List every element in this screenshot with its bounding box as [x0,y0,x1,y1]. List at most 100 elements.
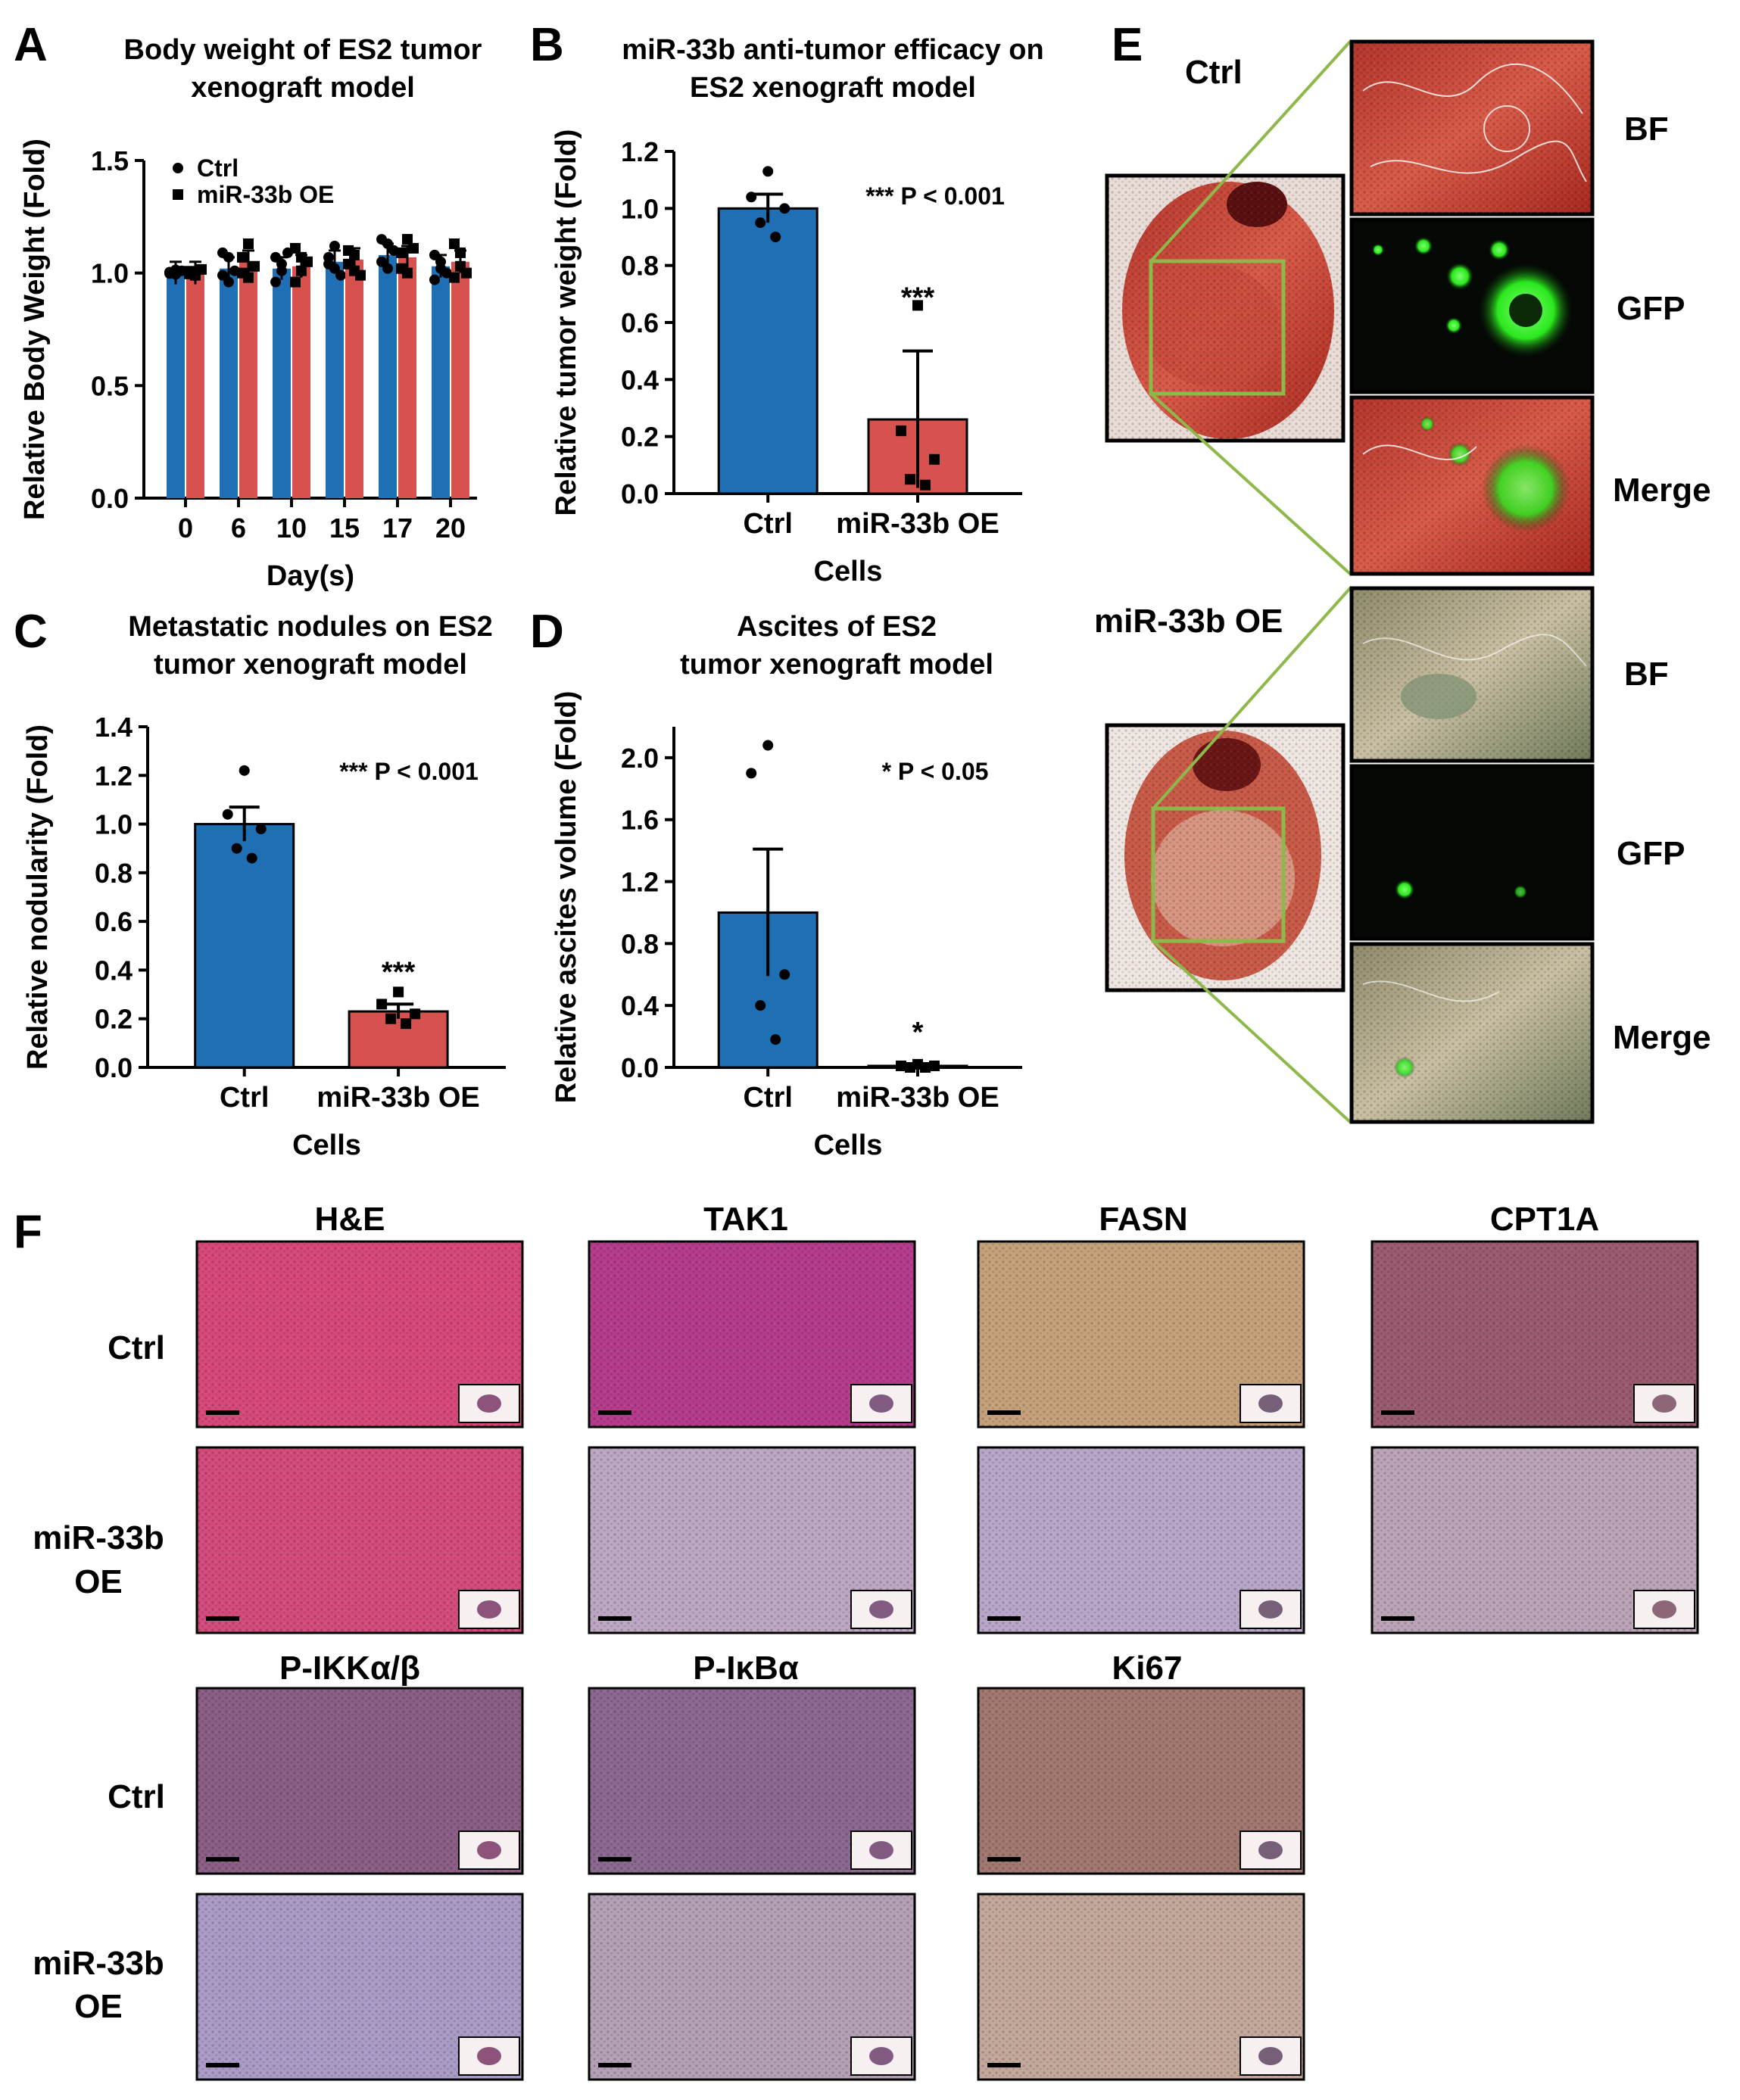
data-point [762,166,774,177]
data-point [217,270,228,281]
data-point [770,1034,781,1045]
x-tick-label: Ctrl [743,508,792,540]
scale-bar [206,1410,239,1415]
data-point [276,258,287,270]
ihc-image [195,1446,524,1634]
chart-b-tumor-weight: miR-33b anti-tumor efficacy on ES2 xenogr… [550,34,1044,587]
y-tick-label: 0.4 [621,364,659,395]
thumbnail-inset [458,1590,520,1629]
data-point [402,234,413,245]
y-tick-label: 1.5 [91,145,129,176]
bar [167,273,185,498]
y-tick-label: 1.6 [621,805,659,836]
data-point [393,986,404,998]
oe-bf-label: BF [1624,656,1669,693]
significance-stars: *** [382,956,416,988]
thumbnail-tissue [1258,1394,1283,1413]
data-point [223,276,234,288]
data-point [770,232,781,242]
y-tick-label: 0.0 [95,1052,133,1083]
scale-bar [206,2063,239,2067]
data-point [255,824,267,834]
data-point [896,425,906,437]
y-tick-label: 1.2 [621,867,659,898]
bar [186,273,204,498]
thumbnail-inset [458,1384,520,1423]
stat-annotation: *** P < 0.001 [339,758,479,785]
bar [239,261,257,498]
x-tick-label: 20 [435,513,466,544]
data-point [755,1000,766,1011]
data-point [170,264,181,276]
oe-zoom-line-bottom [1152,939,1352,1123]
thumbnail-tissue [477,2047,501,2065]
data-point [335,270,346,281]
y-tick-label: 0.4 [621,990,659,1021]
data-point [435,263,446,274]
x-tick-label: miR-33b OE [317,1082,479,1114]
legend-marker-oe [173,189,183,200]
panel-letter-d: D [530,606,564,658]
legend-label-oe: miR-33b OE [197,181,334,208]
x-tick-label: 6 [231,513,246,544]
chart-title-line: ES2 xenograft model [690,72,976,104]
bar [717,207,819,495]
bar [345,259,363,498]
panel-e-group-label-oe: miR-33b OE [1094,603,1283,640]
y-tick-label: 2.0 [621,743,659,774]
data-point [243,272,254,283]
panel-letter-c: C [14,606,48,658]
stat-annotation: *** P < 0.001 [865,182,1005,210]
chart-a-body-weight: Body weight of ES2 tumor xenograft model 0… [19,34,482,592]
chart-title-line: tumor xenograft model [680,649,993,681]
bar [326,261,344,498]
thumbnail-tissue [477,1394,501,1413]
f-row-ctrl-2: Ctrl [108,1778,165,1815]
x-tick-label: miR-33b OE [836,508,999,540]
significance-stars: *** [901,282,935,314]
f-row-oe-2-line1: miR-33b [33,1945,164,1982]
chart-c-nodularity: Metastatic nodules on ES2 tumor xenograft… [22,611,506,1161]
panel-letter-b: B [530,19,564,71]
ihc-image [588,1893,916,2081]
x-axis-label: Cells [814,1129,883,1161]
f-col-he: H&E [315,1201,385,1238]
panel-e-group-label-ctrl: Ctrl [1185,54,1243,91]
f-row-oe-1-line1: miR-33b [33,1519,164,1556]
bar [273,268,291,498]
panel-f-ihc: H&E TAK1 FASN CPT1A P-IKKα/β P-IκBα Ki67… [33,1201,1699,2081]
bar [220,268,238,498]
y-tick-label: 0.2 [621,422,659,453]
chart-title-line: xenograft model [191,72,415,104]
y-tick-label: 0.6 [95,906,133,937]
f-row-oe-1-line2: OE [74,1563,123,1600]
data-point [920,479,931,491]
data-point [746,192,757,203]
f-col-pikk: P-IKKα/β [279,1650,420,1687]
y-tick-label: 0.8 [95,858,133,889]
data-point [401,1018,412,1030]
data-point [905,474,915,485]
data-point [376,999,388,1010]
f-col-tak1: TAK1 [703,1201,788,1238]
scale-bar [987,2063,1021,2067]
ctrl-gfp-image [1349,217,1595,394]
oe-merge-label: Merge [1613,1019,1711,1056]
f-row-oe-2-line2: OE [74,1988,123,2025]
x-tick-label: 15 [329,513,360,544]
ihc-image [1370,1446,1699,1634]
chart-title-line: Body weight of ES2 tumor [124,34,482,66]
data-point [323,251,334,263]
f-image-grid [195,1240,1699,2081]
data-point [779,969,790,980]
thumbnail-tissue [869,1841,893,1859]
x-axis-label: Day(s) [267,560,354,592]
scale-bar [1381,1616,1414,1621]
bar [451,261,469,498]
x-axis-label: Cells [814,556,883,587]
data-point [396,247,407,258]
data-point [449,272,460,283]
ihc-image [195,1240,524,1429]
thumbnail-inset [850,2036,912,2076]
significance-stars: * [912,1017,924,1048]
